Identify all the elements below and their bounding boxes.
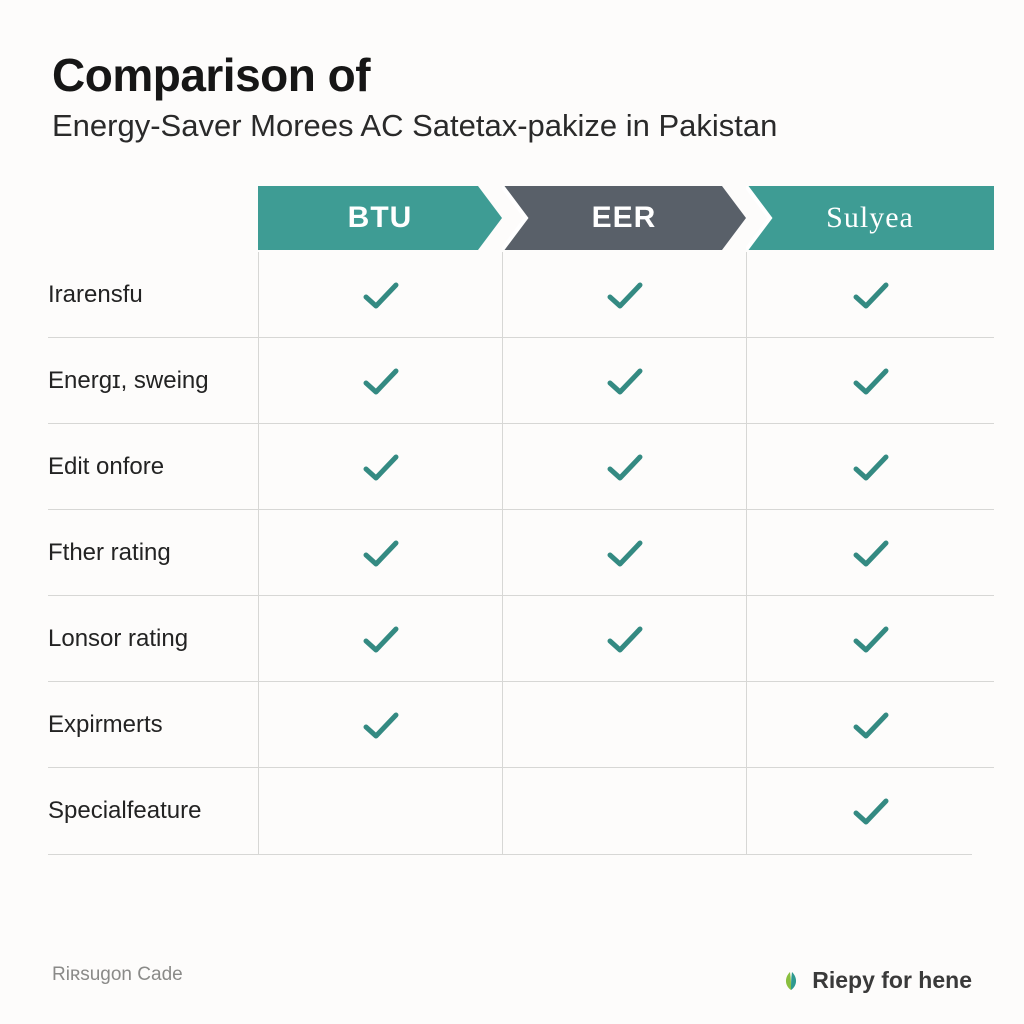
table-cell <box>258 424 502 510</box>
checkmark-icon <box>852 451 890 483</box>
table-cell <box>258 510 502 596</box>
row-label: Edit onfore <box>48 424 258 510</box>
table-cell <box>502 338 746 424</box>
checkmark-icon <box>362 279 400 311</box>
checkmark-icon <box>852 795 890 827</box>
table-cell <box>502 768 746 854</box>
table-cell <box>258 338 502 424</box>
checkmark-icon <box>852 709 890 741</box>
checkmark-icon <box>362 623 400 655</box>
title-line-1: Comparison of <box>52 48 972 102</box>
header-col-eer: EER <box>502 186 746 250</box>
checkmark-icon <box>362 537 400 569</box>
header-col-label: EER <box>592 201 657 235</box>
row-label: Lonsor rating <box>48 596 258 682</box>
checkmark-icon <box>606 623 644 655</box>
table-cell <box>502 682 746 768</box>
checkmark-icon <box>362 365 400 397</box>
header-col-label: BTU <box>348 201 413 235</box>
checkmark-icon <box>852 279 890 311</box>
checkmark-icon <box>606 365 644 397</box>
footer-caption: Riʀsugon Cade <box>52 964 183 986</box>
table-cell <box>502 252 746 338</box>
table-header-row: BTU EER Sulyea <box>48 186 972 250</box>
table-cell <box>746 510 994 596</box>
checkmark-icon <box>606 279 644 311</box>
table-cell <box>502 596 746 682</box>
table-cell <box>258 596 502 682</box>
table-cell <box>502 510 746 596</box>
brand-leaf-icon <box>778 968 804 994</box>
table-cell <box>258 768 502 854</box>
comparison-table: BTU EER Sulyea IrarensfuEnergɪ, sweingEd… <box>48 186 972 855</box>
checkmark-icon <box>362 709 400 741</box>
title-line-2: Energy-Saver Morees AC Satetax-pakize in… <box>52 108 972 144</box>
row-label: Fther rating <box>48 510 258 596</box>
brand-text: Riepy for hene <box>812 967 972 994</box>
header-spacer <box>48 186 258 250</box>
table-cell <box>746 682 994 768</box>
brand-badge: Riepy for hene <box>778 967 972 994</box>
table-cell <box>746 252 994 338</box>
header-col-sulyea: Sulyea <box>746 186 994 250</box>
table-cell <box>746 424 994 510</box>
checkmark-icon <box>852 537 890 569</box>
checkmark-icon <box>852 365 890 397</box>
checkmark-icon <box>852 623 890 655</box>
table-cell <box>746 596 994 682</box>
table-cell <box>746 338 994 424</box>
table-body: IrarensfuEnergɪ, sweingEdit onforeFther … <box>48 252 972 855</box>
checkmark-icon <box>362 451 400 483</box>
checkmark-icon <box>606 537 644 569</box>
checkmark-icon <box>606 451 644 483</box>
table-cell <box>258 252 502 338</box>
table-cell <box>502 424 746 510</box>
row-label: Irarensfu <box>48 252 258 338</box>
row-label: Expirmerts <box>48 682 258 768</box>
header-col-label: Sulyea <box>826 201 914 235</box>
table-cell <box>258 682 502 768</box>
row-label: Energɪ, sweing <box>48 338 258 424</box>
table-cell <box>746 768 994 854</box>
header-col-btu: BTU <box>258 186 502 250</box>
row-label: Specialfeature <box>48 768 258 854</box>
